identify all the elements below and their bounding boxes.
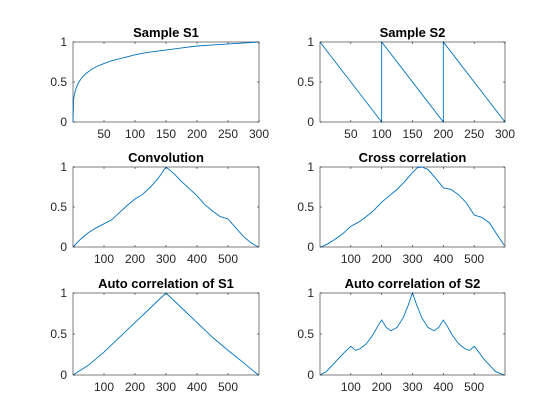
y-tick-label: 0.5 bbox=[297, 200, 314, 214]
y-tick-label: 1 bbox=[307, 286, 314, 300]
x-tick-label: 200 bbox=[372, 380, 392, 394]
x-tick-label: 50 bbox=[344, 127, 358, 141]
x-tick-label: 300 bbox=[249, 127, 269, 141]
y-tick-label: 0.5 bbox=[50, 200, 67, 214]
x-tick-label: 200 bbox=[125, 252, 145, 266]
series-line bbox=[72, 166, 259, 248]
x-tick-label: 100 bbox=[125, 127, 145, 141]
y-tick-label: 0 bbox=[307, 240, 314, 254]
y-tick-label: 0.5 bbox=[50, 327, 67, 341]
series-line bbox=[319, 40, 506, 124]
x-tick-label: 100 bbox=[372, 127, 392, 141]
x-tick-label: 400 bbox=[433, 380, 453, 394]
x-tick-label: 300 bbox=[402, 252, 422, 266]
axes-box bbox=[72, 166, 260, 248]
x-tick-label: 200 bbox=[372, 252, 392, 266]
subplot-title: Auto correlation of S1 bbox=[98, 276, 234, 291]
y-tick-label: 0.5 bbox=[50, 75, 67, 89]
axes-box bbox=[319, 166, 506, 248]
axes-box bbox=[72, 292, 260, 376]
x-tick-label: 400 bbox=[433, 252, 453, 266]
x-tick-label: 500 bbox=[218, 380, 238, 394]
x-tick-label: 400 bbox=[187, 380, 207, 394]
subplot-title: Sample S1 bbox=[133, 25, 199, 40]
axes-box bbox=[319, 292, 506, 376]
axes-box bbox=[72, 41, 260, 123]
x-tick-label: 150 bbox=[156, 127, 176, 141]
subplot-title: Auto correlation of S2 bbox=[345, 276, 481, 291]
x-tick-label: 300 bbox=[402, 380, 422, 394]
x-tick-label: 200 bbox=[433, 127, 453, 141]
x-tick-label: 100 bbox=[94, 252, 114, 266]
x-tick-label: 50 bbox=[97, 127, 111, 141]
subplot-1: 50 100 150 200 250 300 0 0.5 1 Sample S1 bbox=[50, 25, 269, 141]
y-tick-label: 1 bbox=[307, 35, 314, 49]
x-tick-label: 250 bbox=[464, 127, 484, 141]
x-tick-label: 500 bbox=[464, 252, 484, 266]
y-tick-label: 1 bbox=[60, 286, 67, 300]
subplot-title: Cross correlation bbox=[359, 150, 467, 165]
series-line bbox=[72, 41, 260, 123]
x-tick-label: 200 bbox=[125, 380, 145, 394]
y-tick-label: 0 bbox=[60, 115, 67, 129]
subplot-3: 100 200 300 400 500 0 0.5 1 Convolution bbox=[50, 150, 260, 266]
x-tick-label: 300 bbox=[156, 380, 176, 394]
x-tick-label: 500 bbox=[464, 380, 484, 394]
subplot-6: 100 200 300 400 500 0 0.5 1 Auto correlation of … bbox=[297, 276, 506, 394]
x-tick-label: 300 bbox=[495, 127, 515, 141]
y-tick-label: 0 bbox=[60, 240, 67, 254]
subplot-2: 50 100 150 200 250 300 0 0.5 1 Sample S2 bbox=[297, 25, 515, 141]
subplot-title: Sample S2 bbox=[380, 25, 446, 40]
x-tick-label: 100 bbox=[94, 380, 114, 394]
series-line bbox=[319, 166, 505, 248]
y-tick-label: 0.5 bbox=[297, 75, 314, 89]
y-tick-label: 0 bbox=[307, 368, 314, 382]
y-tick-label: 0 bbox=[60, 368, 67, 382]
y-tick-label: 1 bbox=[60, 160, 67, 174]
x-tick-label: 150 bbox=[402, 127, 422, 141]
y-tick-label: 0.5 bbox=[297, 327, 314, 341]
subplot-4: 100 200 300 400 500 0 0.5 1 Cross correlation bbox=[297, 150, 506, 266]
x-tick-label: 250 bbox=[218, 127, 238, 141]
y-tick-label: 0 bbox=[307, 115, 314, 129]
subplot-title: Convolution bbox=[128, 150, 204, 165]
x-tick-label: 500 bbox=[218, 252, 238, 266]
y-tick-label: 1 bbox=[307, 160, 314, 174]
x-tick-label: 100 bbox=[341, 252, 361, 266]
subplot-5: 100 200 300 400 500 0 0.5 1 Auto correlation of … bbox=[50, 276, 260, 394]
x-tick-label: 200 bbox=[187, 127, 207, 141]
y-tick-label: 1 bbox=[60, 35, 67, 49]
x-tick-label: 300 bbox=[156, 252, 176, 266]
x-tick-label: 100 bbox=[341, 380, 361, 394]
series-line bbox=[319, 291, 505, 376]
x-tick-label: 400 bbox=[187, 252, 207, 266]
